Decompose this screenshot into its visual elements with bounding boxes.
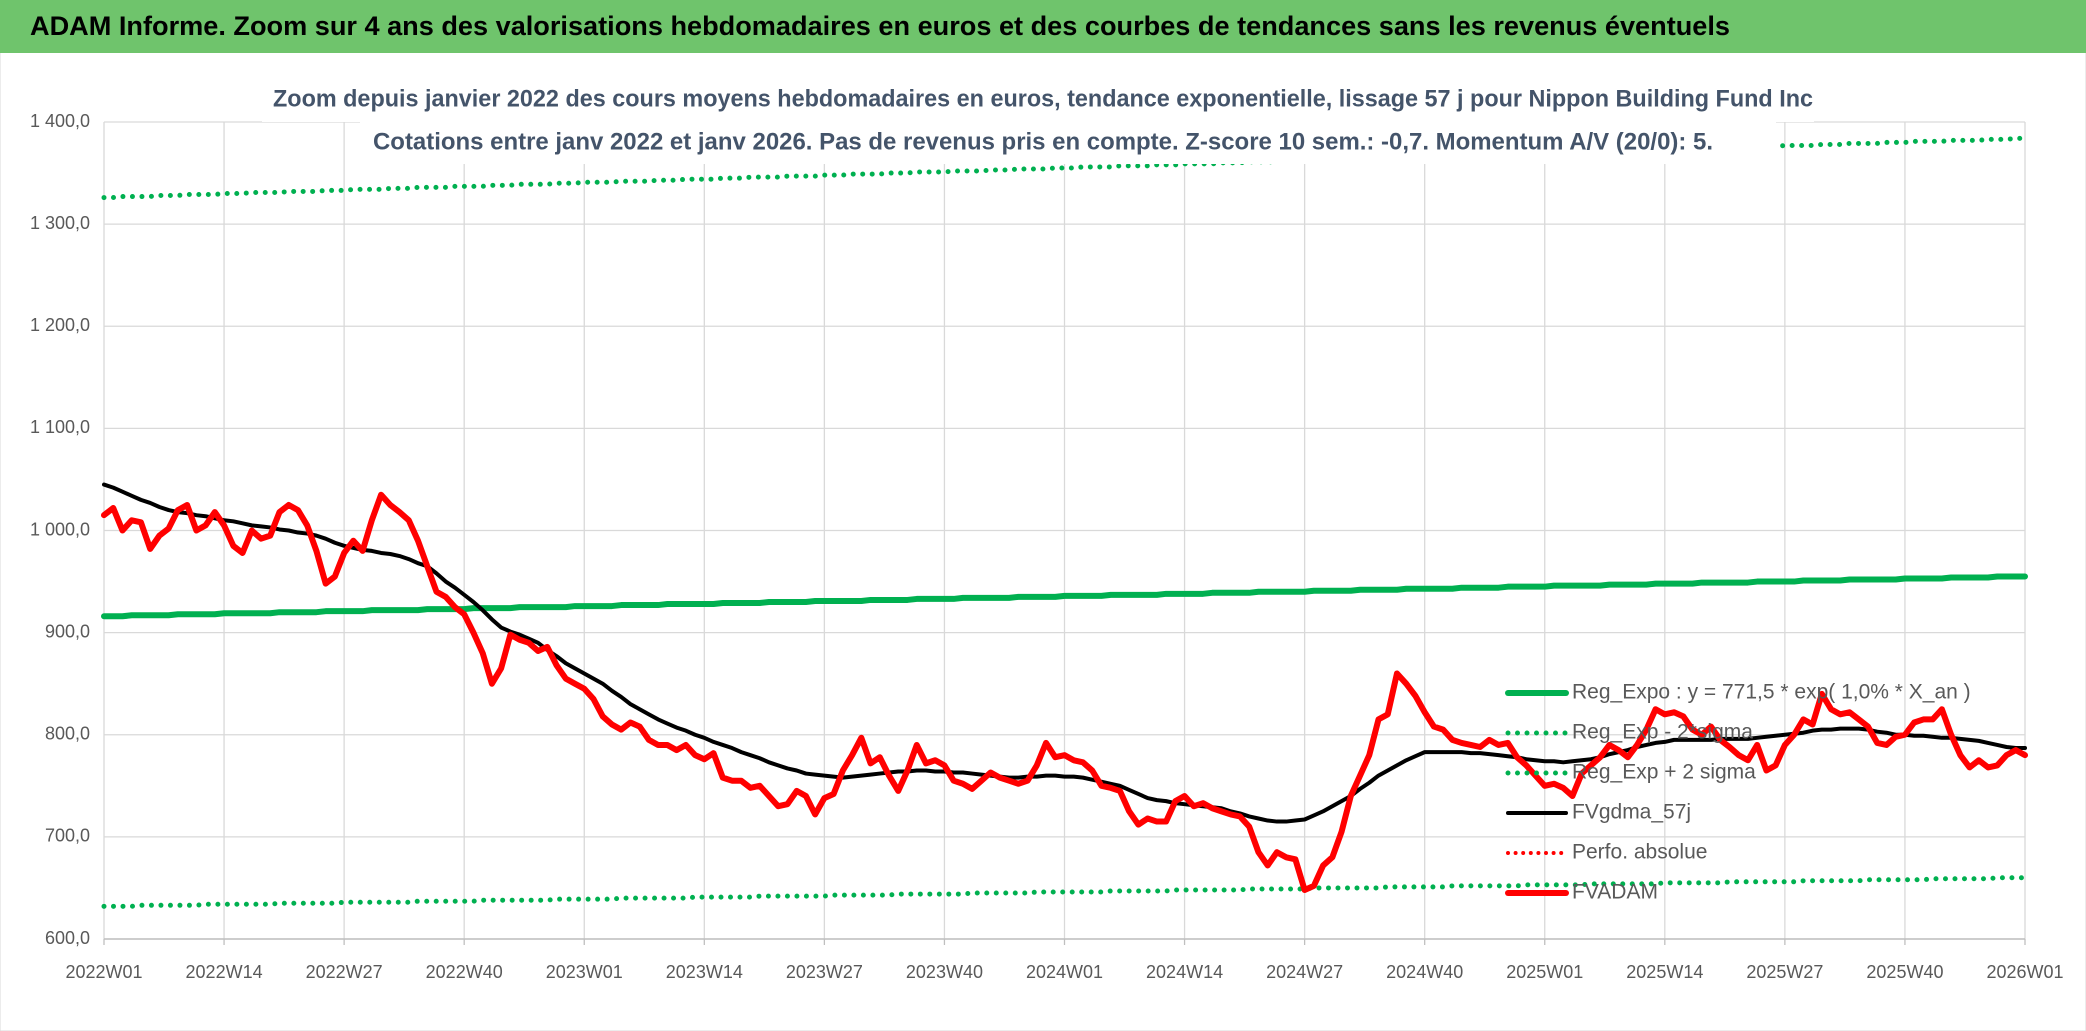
y-tick-label: 1 200,0 (30, 315, 90, 335)
y-tick-label: 600,0 (45, 928, 90, 948)
x-tick-label: 2024W27 (1266, 962, 1343, 982)
x-tick-label: 2025W27 (1746, 962, 1823, 982)
x-tick-label: 2023W14 (666, 962, 743, 982)
chart-subtitle: Cotations entre janv 2022 et janv 2026. … (373, 128, 1713, 155)
x-tick-label: 2025W14 (1626, 962, 1703, 982)
x-tick-label: 2024W40 (1386, 962, 1463, 982)
y-tick-label: 1 400,0 (30, 111, 90, 131)
subtitle-background (360, 122, 1776, 164)
title-background (262, 80, 1814, 122)
y-tick-label: 1 300,0 (30, 213, 90, 233)
x-tick-label: 2025W01 (1506, 962, 1583, 982)
x-tick-label: 2026W01 (1986, 962, 2063, 982)
x-tick-label: 2022W01 (65, 962, 142, 982)
x-tick-label: 2022W14 (186, 962, 263, 982)
x-tick-label: 2022W40 (426, 962, 503, 982)
y-tick-label: 1 100,0 (30, 417, 90, 437)
series-line (101, 491, 2028, 893)
x-tick-label: 2024W01 (1026, 962, 1103, 982)
x-tick-label: 2024W14 (1146, 962, 1223, 982)
legend-label: Perfo. absolue (1572, 841, 1707, 864)
legend-label: FVADAM (1572, 881, 1658, 904)
y-tick-label: 700,0 (45, 826, 90, 846)
plot-area: 600,0 700,0 800,0 900,0 1 000,0 1 100,0 1 200,… (30, 111, 2064, 982)
banner-title: ADAM Informe. Zoom sur 4 ans des valoris… (30, 11, 1730, 41)
x-tick-label: 2023W40 (906, 962, 983, 982)
legend-label: Reg_Exp + 2 sigma (1572, 761, 1756, 784)
banner-background (0, 0, 2086, 53)
y-tick-label: 900,0 (45, 621, 90, 641)
x-tick-label: 2023W01 (546, 962, 623, 982)
legend-label: Reg_Expo : y = 771,5 * exp( 1,0% * X_an … (1572, 681, 1971, 704)
y-tick-label: 1 000,0 (30, 519, 90, 539)
series-line (101, 875, 2028, 909)
series-line (101, 573, 2028, 620)
x-tick-label: 2025W40 (1866, 962, 1943, 982)
chart-title: Zoom depuis janvier 2022 des cours moyen… (273, 85, 1813, 112)
overlay: Zoom depuis janvier 2022 des cours moyen… (262, 80, 1971, 904)
y-tick-label: 800,0 (45, 724, 90, 744)
x-tick-label: 2022W27 (306, 962, 383, 982)
legend-label: Reg_Exp - 2*sigma (1572, 721, 1753, 744)
x-tick-label: 2023W27 (786, 962, 863, 982)
legend-label: FVgdma_57j (1572, 801, 1691, 824)
